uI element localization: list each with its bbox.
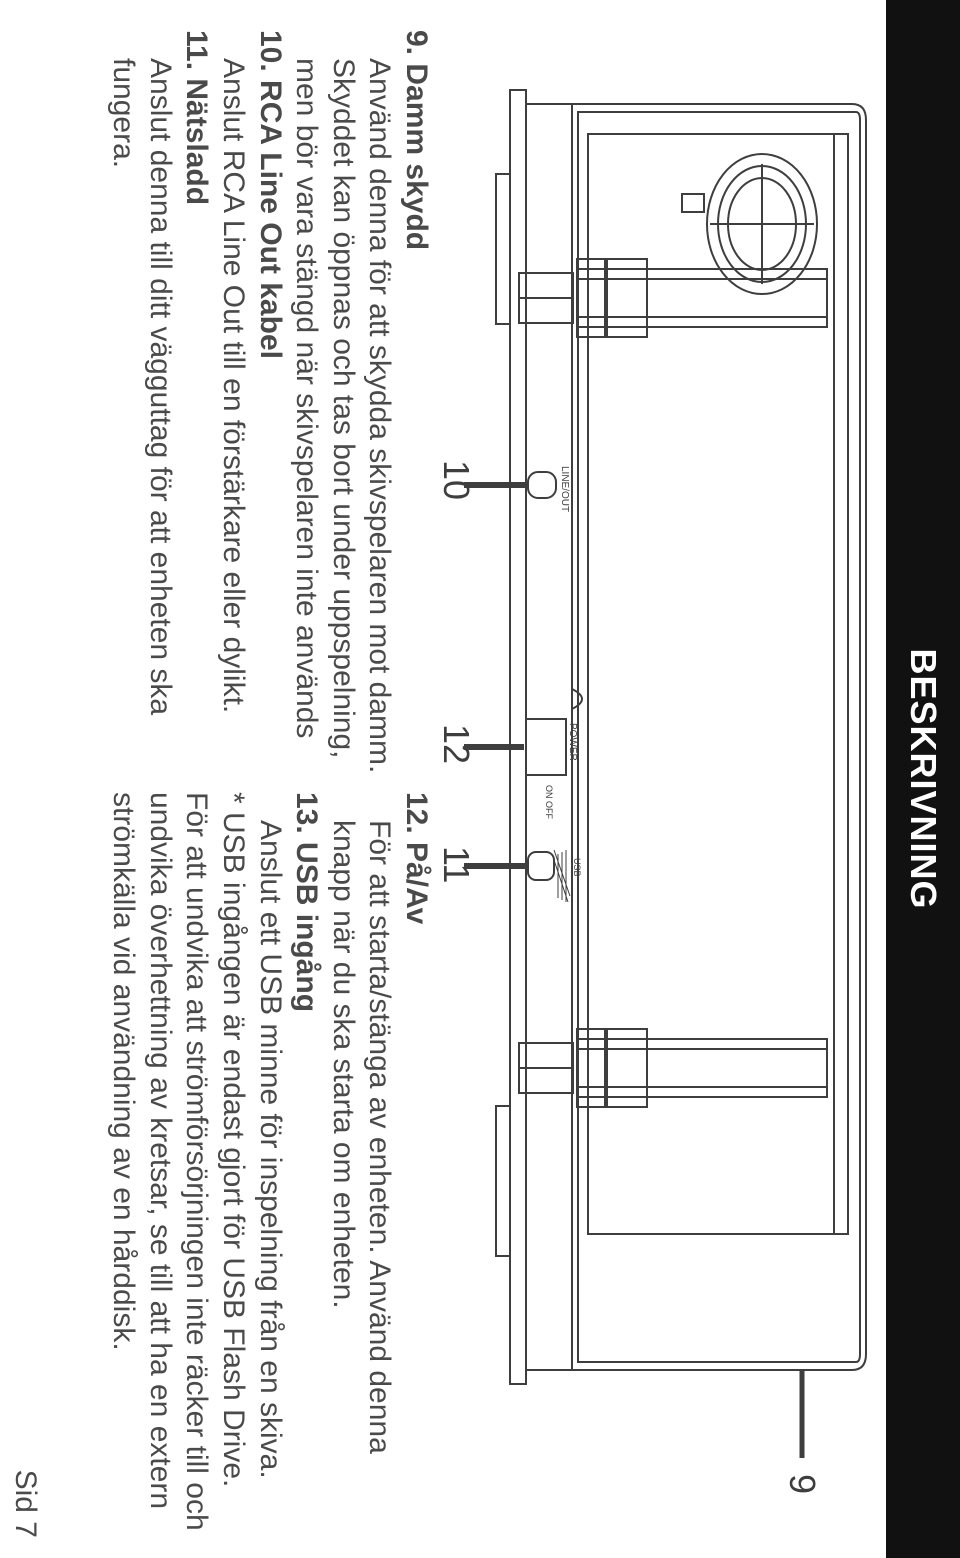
callout-10: 10 <box>442 460 477 500</box>
item-13-body: Anslut ett USB minne för inspelning från… <box>251 792 288 1538</box>
item-13-title: 13. USB ingång <box>288 792 325 1538</box>
item-10-title: 10. RCA Line Out kabel <box>251 30 288 776</box>
callout-11: 11 <box>442 846 477 883</box>
item-11-body: Anslut denna till ditt vägguttag för att… <box>105 30 178 776</box>
item-9-body: Använd denna för att skydda skivspelaren… <box>288 30 398 776</box>
label-usb: USB <box>572 858 582 877</box>
item-13-note: * USB ingången är endast gjort för USB F… <box>105 792 251 1538</box>
device-rear-diagram: LINE/OUT POWER ON OFF <box>442 34 872 1524</box>
diagram-container: LINE/OUT POWER ON OFF <box>442 0 872 1558</box>
header-title: BESKRIVNING <box>903 648 944 909</box>
label-power: POWER <box>567 723 578 761</box>
page: BESKRIVNING <box>0 0 960 1558</box>
label-onoff: ON OFF <box>544 785 554 819</box>
item-10-body: Anslut RCA Line Out till en förstärkare … <box>214 30 251 776</box>
item-9-title: 9. Damm skydd <box>397 30 434 776</box>
callout-12: 12 <box>442 724 477 764</box>
item-12-body: För att starta/stänga av enheten. Använd… <box>324 792 397 1538</box>
description-columns: 9. Damm skydd Använd denna för att skydd… <box>105 0 442 1558</box>
column-right: 12. På/Av För att starta/stänga av enhet… <box>105 788 434 1538</box>
column-left: 9. Damm skydd Använd denna för att skydd… <box>105 30 434 788</box>
item-12-title: 12. På/Av <box>397 792 434 1538</box>
callout-9: 9 <box>782 1474 823 1494</box>
label-lineout: LINE/OUT <box>559 466 570 512</box>
section-header: BESKRIVNING <box>886 0 960 1558</box>
page-number: Sid 7 <box>8 1470 42 1538</box>
item-11-title: 11. Nätsladd <box>178 30 215 776</box>
